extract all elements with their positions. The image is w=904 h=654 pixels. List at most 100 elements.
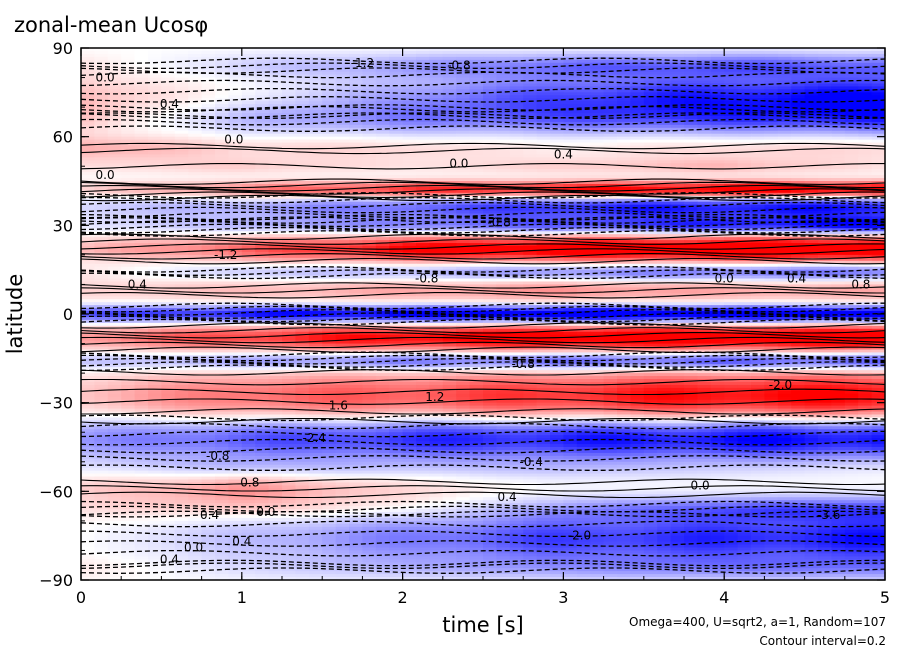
- field-cell: [295, 56, 310, 61]
- field-cell: [643, 278, 658, 283]
- field-cell: [255, 104, 270, 108]
- field-cell: [228, 142, 243, 147]
- field-cell: [724, 133, 739, 138]
- field-cell: [764, 169, 779, 173]
- field-cell: [375, 80, 390, 85]
- field-cell: [456, 50, 471, 55]
- field-cell: [724, 139, 739, 144]
- field-cell: [684, 192, 698, 197]
- field-cell: [201, 275, 216, 280]
- field-cell: [496, 231, 511, 235]
- field-cell: [710, 275, 725, 280]
- field-cell: [308, 89, 323, 93]
- field-cell: [215, 145, 229, 150]
- field-cell: [335, 243, 350, 247]
- field-cell: [496, 48, 511, 52]
- field-cell: [737, 225, 752, 229]
- field-cell: [134, 74, 149, 79]
- field-cell: [777, 89, 792, 93]
- field-cell: [831, 207, 846, 212]
- field-cell: [858, 243, 873, 247]
- field-cell: [81, 287, 95, 291]
- field-cell: [791, 290, 806, 294]
- field-cell: [536, 216, 551, 221]
- field-cell: [643, 178, 658, 182]
- field-cell: [201, 216, 216, 221]
- field-cell: [349, 139, 363, 144]
- field-cell: [617, 118, 631, 123]
- field-cell: [657, 240, 672, 244]
- field-cell: [590, 287, 605, 291]
- field-cell: [536, 77, 551, 82]
- field-cell: [751, 154, 765, 158]
- field-cell: [670, 139, 685, 144]
- field-cell: [389, 201, 404, 206]
- field-cell: [148, 68, 162, 73]
- field-cell: [295, 83, 310, 88]
- field-cell: [322, 142, 337, 147]
- field-cell: [791, 104, 806, 108]
- field-cell: [308, 136, 323, 141]
- field-cell: [134, 210, 149, 215]
- field-cell: [791, 148, 806, 153]
- field-cell: [375, 139, 390, 144]
- field-cell: [818, 92, 832, 96]
- field-cell: [871, 92, 885, 96]
- field-cell: [94, 225, 109, 229]
- field-cell: [81, 121, 95, 126]
- field-cell: [201, 269, 216, 274]
- field-cell: [389, 121, 404, 126]
- field-cell: [697, 62, 712, 67]
- field-cell: [268, 263, 283, 268]
- field-cell: [335, 269, 350, 274]
- field-cell: [308, 163, 323, 167]
- field-cell: [523, 169, 538, 173]
- field-cell: [630, 110, 645, 114]
- field-cell: [871, 83, 885, 88]
- field-cell: [576, 124, 591, 129]
- field-cell: [148, 127, 162, 132]
- field-cell: [751, 254, 765, 259]
- field-cell: [697, 53, 712, 58]
- field-cell: [335, 68, 350, 73]
- field-cell: [322, 269, 337, 274]
- field-cell: [483, 53, 497, 58]
- field-cell: [710, 248, 725, 253]
- field-cell: [255, 83, 270, 88]
- field-cell: [630, 83, 645, 88]
- field-cell: [617, 74, 631, 79]
- field-cell: [630, 175, 645, 179]
- field-cell: [643, 56, 658, 61]
- field-cell: [402, 278, 417, 283]
- field-cell: [241, 154, 256, 158]
- field-cell: [161, 56, 176, 61]
- field-cell: [241, 142, 256, 147]
- field-cell: [737, 107, 752, 111]
- field-cell: [134, 80, 149, 85]
- field-cell: [469, 243, 484, 247]
- field-cell: [844, 145, 859, 150]
- field-cell: [737, 207, 752, 212]
- field-cell: [295, 107, 310, 111]
- field-cell: [469, 160, 484, 164]
- field-cell: [416, 266, 430, 271]
- field-cell: [148, 169, 162, 173]
- field-cell: [335, 278, 350, 283]
- field-cell: [737, 130, 752, 135]
- field-cell: [804, 53, 819, 58]
- field-cell: [791, 163, 806, 167]
- field-cell: [550, 166, 564, 170]
- field-cell: [603, 284, 618, 288]
- field-cell: [469, 157, 484, 161]
- field-cell: [630, 254, 645, 259]
- field-cell: [697, 275, 712, 280]
- field-cell: [737, 178, 752, 182]
- field-cell: [107, 83, 122, 88]
- field-cell: [255, 86, 270, 90]
- field-cell: [831, 71, 846, 76]
- field-cell: [509, 272, 524, 277]
- field-cell: [791, 216, 806, 221]
- field-cell: [469, 263, 484, 268]
- field-cell: [148, 207, 162, 212]
- field-cell: [710, 269, 725, 274]
